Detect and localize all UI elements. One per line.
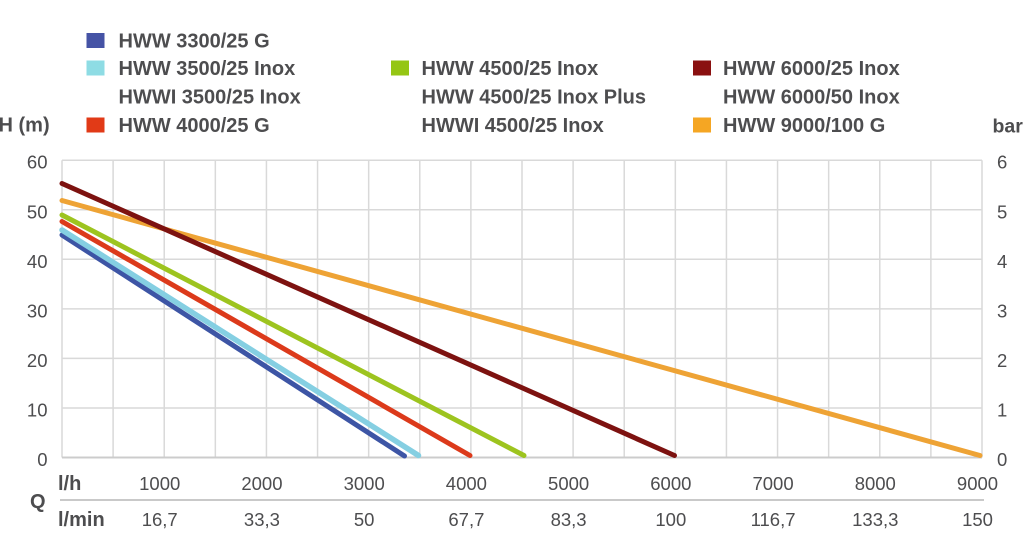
svg-text:HWW 3300/25 G: HWW 3300/25 G	[119, 31, 270, 53]
svg-text:50: 50	[354, 509, 375, 530]
svg-text:Q: Q	[30, 491, 46, 513]
svg-text:HWW 6000/25 Inox: HWW 6000/25 Inox	[723, 58, 900, 80]
svg-text:133,3: 133,3	[852, 509, 898, 530]
svg-text:30: 30	[27, 300, 48, 321]
svg-text:1000: 1000	[139, 473, 180, 494]
svg-text:1: 1	[997, 399, 1007, 420]
svg-text:83,3: 83,3	[551, 509, 587, 530]
svg-text:7000: 7000	[752, 473, 793, 494]
svg-text:4: 4	[997, 251, 1007, 272]
svg-text:6: 6	[997, 152, 1007, 173]
svg-text:100: 100	[655, 509, 686, 530]
svg-text:HWW 6000/50 Inox: HWW 6000/50 Inox	[723, 87, 900, 109]
svg-text:10: 10	[27, 399, 48, 420]
svg-text:16,7: 16,7	[142, 509, 178, 530]
svg-text:5000: 5000	[548, 473, 589, 494]
svg-text:67,7: 67,7	[448, 509, 484, 530]
svg-text:0: 0	[37, 449, 47, 470]
svg-text:HWWI 4500/25 Inox: HWWI 4500/25 Inox	[422, 115, 604, 137]
svg-text:bar: bar	[993, 116, 1024, 138]
svg-text:l/h: l/h	[58, 473, 81, 495]
svg-text:150: 150	[962, 509, 993, 530]
svg-text:6000: 6000	[650, 473, 691, 494]
svg-text:3: 3	[997, 300, 1007, 321]
svg-text:5: 5	[997, 201, 1007, 222]
svg-text:HWW 4500/25 Inox Plus: HWW 4500/25 Inox Plus	[422, 87, 647, 109]
svg-text:l/min: l/min	[58, 509, 105, 531]
svg-text:HWWI 3500/25 Inox: HWWI 3500/25 Inox	[119, 87, 301, 109]
svg-text:H (m): H (m)	[0, 115, 50, 137]
svg-text:9000: 9000	[957, 473, 998, 494]
svg-text:50: 50	[27, 201, 48, 222]
svg-text:8000: 8000	[855, 473, 896, 494]
svg-text:HWW 9000/100 G: HWW 9000/100 G	[723, 115, 885, 137]
svg-text:2000: 2000	[241, 473, 282, 494]
svg-text:40: 40	[27, 251, 48, 272]
svg-text:2: 2	[997, 350, 1007, 371]
svg-text:HWW 4500/25 Inox: HWW 4500/25 Inox	[422, 58, 599, 80]
svg-text:20: 20	[27, 350, 48, 371]
svg-text:4000: 4000	[446, 473, 487, 494]
svg-text:HWW 3500/25 Inox: HWW 3500/25 Inox	[119, 58, 296, 80]
svg-text:0: 0	[997, 449, 1007, 470]
svg-text:HWW 4000/25 G: HWW 4000/25 G	[119, 115, 270, 137]
svg-text:60: 60	[27, 152, 48, 173]
svg-text:116,7: 116,7	[751, 509, 796, 530]
svg-text:33,3: 33,3	[244, 509, 280, 530]
svg-text:3000: 3000	[344, 473, 385, 494]
